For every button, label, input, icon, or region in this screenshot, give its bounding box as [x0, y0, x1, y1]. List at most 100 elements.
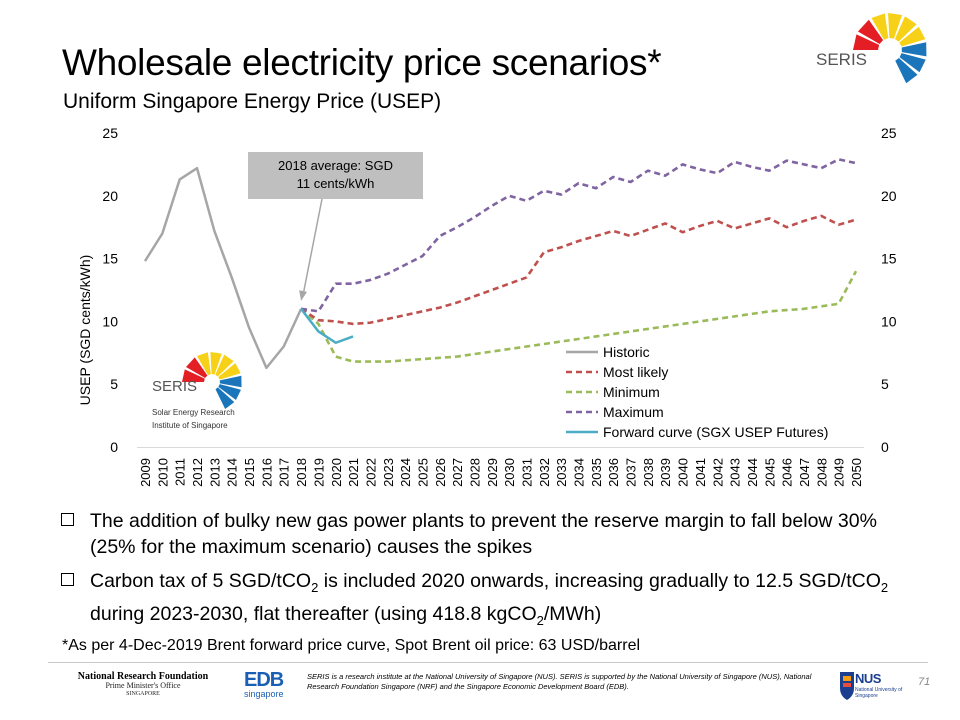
x-tick-label: 2019	[311, 458, 326, 487]
sun-ray	[871, 13, 889, 40]
annotation-line2: 11 cents/kWh	[297, 176, 375, 191]
bullet-text-part: /MWh)	[543, 602, 602, 625]
x-tick-label: 2044	[745, 458, 760, 487]
y-tick-label-left: 10	[102, 313, 118, 329]
subscript-text: 2	[880, 579, 889, 595]
x-tick-label: 2038	[641, 458, 656, 487]
y-tick-label-right: 0	[881, 439, 889, 455]
series-line-minimum	[300, 270, 858, 363]
sun-ray	[182, 369, 205, 382]
x-tick-label: 2020	[329, 458, 344, 487]
x-tick-label: 2050	[849, 458, 864, 487]
x-tick-label: 2043	[728, 458, 743, 487]
nrf-line2: Prime Minister's Office	[105, 681, 181, 690]
x-tick-label: 2039	[658, 458, 673, 487]
x-tick-label: 2026	[433, 458, 448, 487]
sun-ray	[219, 375, 242, 388]
watermark-line2: Institute of Singapore	[152, 421, 228, 430]
legend-label: Forward curve (SGX USEP Futures)	[603, 424, 828, 440]
sun-ray	[215, 354, 234, 377]
x-tick-label: 2047	[797, 458, 812, 487]
x-tick-label: 2046	[780, 458, 795, 487]
x-tick-label: 2016	[259, 458, 274, 487]
x-tick-label: 2023	[381, 458, 396, 487]
annotation-arrowhead	[299, 290, 308, 301]
subscript-text: 2	[311, 579, 319, 595]
sun-ray	[218, 363, 241, 380]
seris-watermark-logo: SERIS Solar Energy Research Institute of…	[152, 352, 242, 430]
x-tick-label: 2042	[710, 458, 725, 487]
x-tick-label: 2035	[589, 458, 604, 487]
usep-line-chart: SERIS Solar Energy Research Institute of…	[77, 125, 897, 487]
slide-subtitle: Uniform Singapore Energy Price (USEP)	[63, 90, 442, 113]
x-tick-label: 2013	[207, 458, 222, 487]
footnote: *As per 4-Dec-2019 Brent forward price c…	[62, 637, 641, 654]
edb-sub: singapore	[244, 689, 284, 699]
sun-ray	[901, 42, 927, 57]
bullet-text: Carbon tax of 5 SGD/tCO2 is included 202…	[90, 570, 889, 628]
bullet-text: The addition of bulky new gas power plan…	[90, 510, 877, 558]
sun-ray	[210, 352, 222, 375]
nrf-logo: National Research Foundation Prime Minis…	[57, 672, 229, 699]
sun-ray	[197, 352, 211, 376]
y-axis-label: USEP (SGD cents/kWh)	[77, 255, 93, 406]
sun-ray	[218, 384, 241, 401]
x-tick-label: 2033	[554, 458, 569, 487]
x-tick-label: 2029	[485, 458, 500, 487]
sun-ray	[895, 58, 918, 84]
seris-watermark-sun-icon	[182, 352, 242, 409]
edb-word: EDB	[244, 669, 284, 691]
bullet-item: The addition of bulky new gas power plan…	[60, 508, 920, 560]
x-tick-label: 2022	[363, 458, 378, 487]
annotation-box	[248, 152, 423, 199]
sun-ray	[899, 53, 926, 73]
x-tick-label: 2040	[676, 458, 691, 487]
nus-word: NUS	[855, 671, 881, 686]
edb-logo: EDB singapore	[244, 669, 292, 699]
y-tick-label-left: 20	[102, 188, 118, 204]
seris-logo: SERIS	[816, 13, 927, 84]
seris-sun-icon	[853, 13, 927, 84]
page-number: 71	[918, 676, 931, 688]
bullet-list: The addition of bulky new gas power plan…	[60, 508, 920, 642]
x-tick-label: 2048	[814, 458, 829, 487]
x-tick-label: 2025	[415, 458, 430, 487]
x-tick-label: 2041	[693, 458, 708, 487]
footer-disclaimer: SERIS is a research institute at the Nat…	[307, 672, 812, 691]
seris-logo-text: SERIS	[816, 50, 867, 69]
y-tick-label-left: 0	[110, 439, 118, 455]
checkbox-bullet-icon	[61, 513, 74, 526]
sun-ray	[899, 26, 926, 47]
subscript-text: 2	[536, 612, 544, 628]
x-tick-label: 2021	[346, 458, 361, 487]
x-tick-label: 2028	[467, 458, 482, 487]
y-tick-label-left: 25	[102, 125, 118, 141]
x-tick-label: 2037	[624, 458, 639, 487]
sun-ray	[888, 13, 903, 39]
x-tick-label: 2031	[520, 458, 535, 487]
y-tick-label-right: 15	[881, 251, 897, 267]
x-tick-label: 2015	[242, 458, 257, 487]
x-tick-label: 2045	[762, 458, 777, 487]
nrf-line1: National Research Foundation	[77, 671, 209, 682]
sun-ray	[894, 16, 917, 42]
legend-label: Historic	[603, 344, 650, 360]
sun-ray	[857, 19, 884, 44]
watermark-line1: Solar Energy Research	[152, 408, 235, 417]
y-tick-label-right: 10	[881, 313, 897, 329]
series-line-historic	[143, 166, 303, 370]
x-tick-label: 2027	[450, 458, 465, 487]
checkbox-bullet-icon	[61, 573, 74, 586]
x-tick-label: 2018	[294, 458, 309, 487]
annotation-callout: 2018 average: SGD 11 cents/kWh	[248, 152, 423, 301]
x-tick-label: 2049	[832, 458, 847, 487]
sun-ray	[215, 387, 235, 409]
footer-divider	[48, 662, 928, 663]
chart-legend: Historic Most likely Minimum Maximum Forward…	[566, 344, 828, 440]
series-line-forward	[300, 308, 354, 345]
x-tick-label: 2014	[225, 458, 240, 487]
annotation-arrow	[302, 198, 323, 295]
x-tick-label: 2034	[572, 458, 587, 487]
x-tick-label: 2009	[138, 458, 153, 487]
y-tick-label-right: 5	[881, 376, 889, 392]
